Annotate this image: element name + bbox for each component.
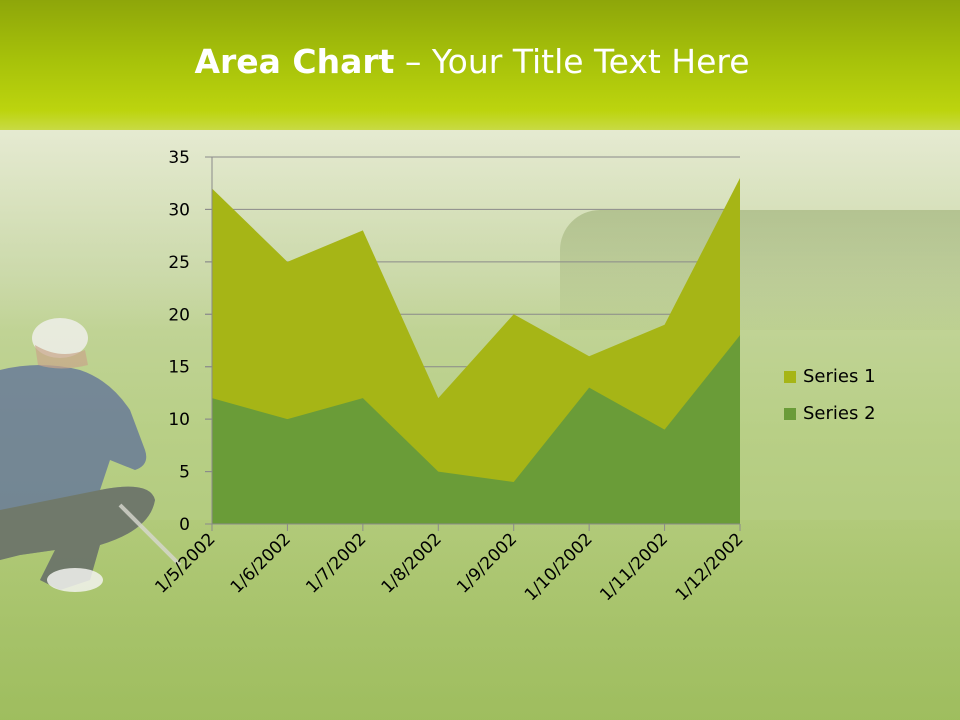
title-banner <box>0 0 960 130</box>
chart-legend: Series 1 Series 2 <box>784 358 876 432</box>
slide-title-bold: Area Chart <box>194 42 395 81</box>
x-tick-label-5: 1/10/2002 <box>521 529 597 605</box>
slide-title: Area Chart – Your Title Text Here <box>0 40 944 84</box>
x-tick-label-6: 1/11/2002 <box>596 529 672 605</box>
y-tick-label-15: 15 <box>168 358 190 378</box>
legend-swatch-series2 <box>784 407 796 420</box>
legend-swatch-series1 <box>784 370 796 383</box>
legend-label-series1: Series 1 <box>803 366 876 387</box>
x-axis-labels: 1/5/2002 1/6/2002 1/7/2002 1/8/2002 1/9/2002… <box>151 529 747 605</box>
x-tick-label-1: 1/6/2002 <box>227 529 295 597</box>
y-tick-label-30: 30 <box>168 200 190 220</box>
area-series-2 <box>212 335 740 524</box>
background-grass <box>0 520 960 720</box>
legend-label-series2: Series 2 <box>803 403 876 424</box>
x-tick-label-3: 1/8/2002 <box>378 529 446 597</box>
y-axis-labels: 0 5 10 15 20 25 30 35 <box>168 148 190 535</box>
y-tick-label-25: 25 <box>168 253 190 273</box>
legend-item-series1: Series 1 <box>784 358 876 395</box>
chart-axes <box>205 156 741 531</box>
chart-areas <box>211 177 741 524</box>
golfer-image <box>0 318 182 592</box>
x-tick-label-0: 1/5/2002 <box>151 529 219 597</box>
y-tick-label-10: 10 <box>168 410 190 430</box>
x-tick-label-4: 1/9/2002 <box>453 529 521 597</box>
y-tick-label-5: 5 <box>179 463 190 483</box>
x-tick-label-7: 1/12/2002 <box>672 529 748 605</box>
slide-title-rest: – Your Title Text Here <box>394 42 750 81</box>
y-tick-label-35: 35 <box>168 148 190 168</box>
x-tick-label-2: 1/7/2002 <box>302 529 370 597</box>
y-tick-label-20: 20 <box>168 305 190 325</box>
background-treeline <box>560 210 960 330</box>
legend-item-series2: Series 2 <box>784 395 876 432</box>
y-tick-label-0: 0 <box>179 515 190 535</box>
